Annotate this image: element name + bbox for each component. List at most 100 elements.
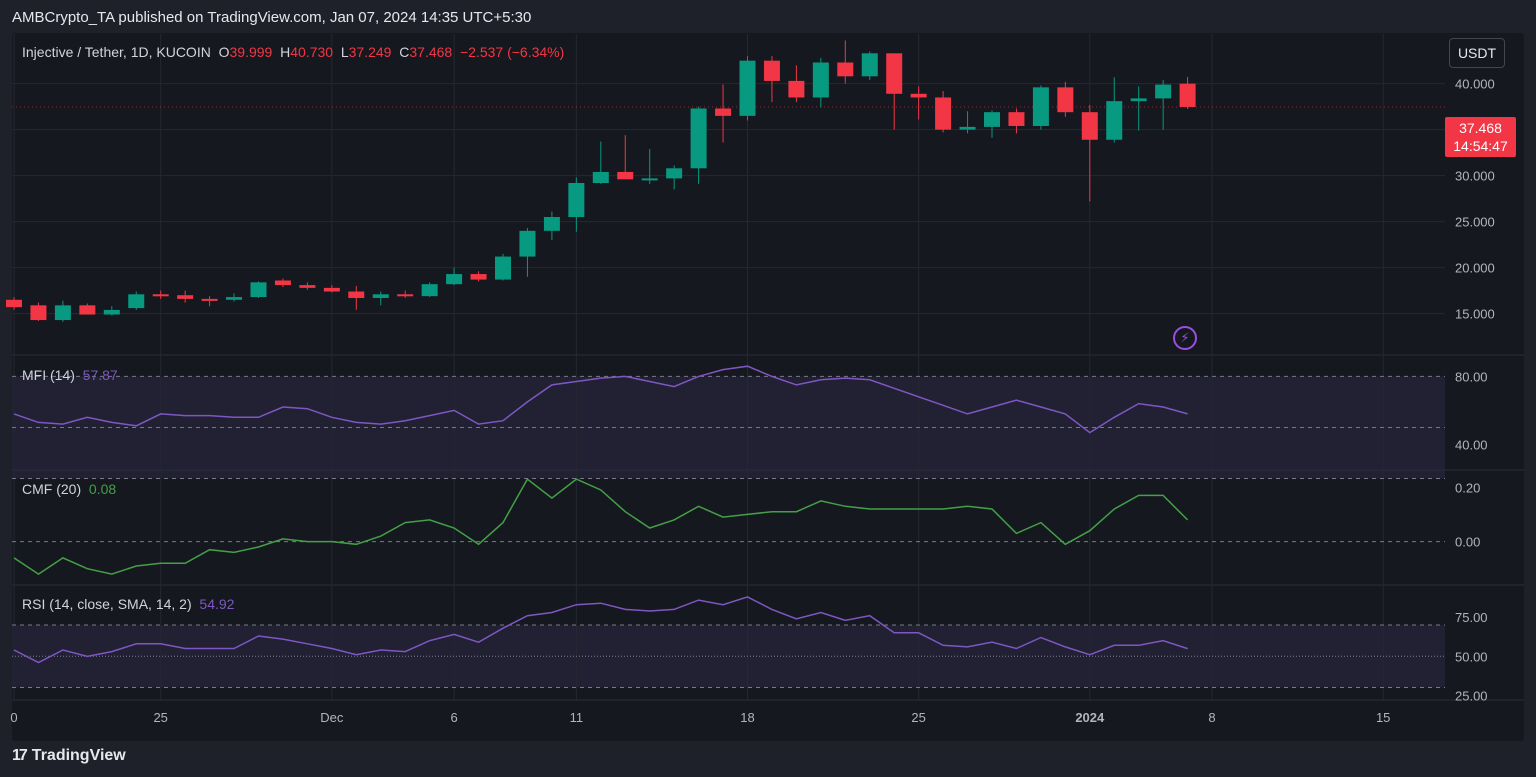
candle-body: [886, 53, 903, 94]
candle-body: [984, 112, 1000, 127]
cmf-line: [13, 477, 1189, 575]
candle-body: [1179, 83, 1196, 107]
candle-body: [715, 108, 732, 116]
x-tick-label: Dec: [320, 710, 344, 725]
high-label: H: [280, 44, 291, 60]
high-value: 40.730: [290, 44, 334, 60]
candle-body: [6, 299, 22, 308]
candle-body: [666, 168, 683, 179]
rsi-value: 54.92: [199, 596, 235, 612]
last-price-tag: 37.468 14:54:47: [1445, 117, 1516, 157]
candle-body: [739, 60, 756, 116]
candle-body: [1032, 87, 1049, 126]
mfi-tick-label: 80.00: [1455, 369, 1488, 384]
candle-body: [788, 80, 805, 98]
x-tick-label: 8: [1208, 710, 1215, 725]
candle-body: [152, 294, 169, 297]
candle-body: [910, 93, 927, 98]
candle-body: [519, 230, 536, 257]
candle-body: [1057, 87, 1074, 113]
close-label: C: [399, 44, 410, 60]
x-tick-label: 11: [570, 710, 584, 725]
tradingview-brand: TradingView: [31, 747, 126, 764]
x-tick-label: 2024: [1075, 710, 1105, 725]
candle-body: [1130, 98, 1147, 102]
candle-body: [323, 287, 340, 292]
chart-frame[interactable]: [12, 33, 1524, 741]
rsi-label: RSI (14, close, SMA, 14, 2): [22, 596, 192, 612]
cmf-tick-label: 0.00: [1455, 535, 1480, 550]
candle-body: [837, 62, 854, 77]
rsi-line: [13, 596, 1188, 664]
low-value: 37.249: [348, 44, 392, 60]
x-tick-label: 25: [153, 710, 167, 725]
x-tick-label: 0: [10, 710, 17, 725]
candle-body: [1155, 84, 1172, 99]
price-tick-label: 15.000: [1455, 307, 1495, 322]
mfi-label: MFI (14): [22, 367, 75, 383]
rsi-tick-label: 50.00: [1455, 649, 1488, 664]
tradingview-logo[interactable]: 17 TradingView: [12, 745, 126, 767]
candle-body: [201, 298, 218, 301]
candle-body: [421, 284, 438, 297]
candle-body: [299, 285, 316, 288]
bar-countdown: 14:54:47: [1453, 138, 1508, 154]
candle-body: [274, 280, 291, 286]
candle-body: [641, 178, 658, 181]
mfi-line: [13, 365, 1188, 434]
candle-body: [935, 97, 952, 130]
x-tick-label: 6: [450, 710, 457, 725]
candle-body: [177, 295, 194, 299]
symbol-label: Injective / Tether, 1D, KUCOIN: [22, 44, 211, 60]
candle-body: [226, 297, 243, 300]
price-tick-label: 20.000: [1455, 261, 1495, 276]
mfi-value: 57.87: [82, 367, 118, 383]
main-legend: Injective / Tether, 1D, KUCOIN O39.999 H…: [22, 44, 564, 60]
candle-body: [568, 183, 585, 218]
cmf-value: 0.08: [88, 481, 117, 497]
candle-body: [79, 305, 96, 315]
candle-body: [372, 294, 389, 298]
candle-body: [54, 305, 71, 321]
candle-body: [30, 305, 47, 321]
open-value: 39.999: [229, 44, 273, 60]
candle-body: [446, 274, 463, 285]
candle-body: [543, 217, 560, 231]
candle-body: [470, 274, 487, 280]
x-tick-label: 15: [1376, 710, 1390, 725]
candle-body: [592, 171, 609, 184]
close-value: 37.468: [409, 44, 453, 60]
rsi-tick-label: 75.00: [1455, 610, 1488, 625]
low-label: L: [340, 44, 349, 60]
price-tick-label: 25.000: [1455, 215, 1495, 230]
candle-body: [763, 60, 780, 81]
open-label: O: [218, 44, 230, 60]
lightning-icon[interactable]: ⚡: [1173, 326, 1197, 350]
cmf-legend[interactable]: CMF (20) 0.08: [22, 481, 116, 497]
candle-body: [617, 171, 634, 180]
candle-body: [250, 282, 267, 298]
rsi-tick-label: 25.00: [1455, 688, 1488, 703]
currency-button[interactable]: USDT: [1449, 38, 1505, 68]
mfi-tick-label: 40.00: [1455, 437, 1488, 452]
price-tick-label: 30.000: [1455, 169, 1495, 184]
candle-body: [103, 309, 120, 315]
cmf-tick-label: 0.20: [1455, 480, 1480, 495]
x-tick-label: 25: [911, 710, 925, 725]
last-price: 37.468: [1459, 120, 1502, 136]
candle-body: [959, 126, 976, 130]
candle-body: [861, 53, 878, 77]
mfi-legend[interactable]: MFI (14) 57.87: [22, 367, 118, 383]
candle-body: [128, 294, 145, 309]
x-tick-label: 18: [740, 710, 754, 725]
price-tick-label: 40.000: [1455, 77, 1495, 92]
candle-body: [397, 294, 414, 297]
tradingview-mark-icon: 17: [12, 747, 28, 764]
candle-body: [1081, 112, 1098, 140]
change-value: −2.537 (−6.34%): [459, 44, 565, 60]
candle-body: [348, 291, 365, 298]
rsi-legend[interactable]: RSI (14, close, SMA, 14, 2) 54.92: [22, 596, 234, 612]
candle-body: [495, 256, 511, 280]
candle-body: [1106, 101, 1123, 140]
